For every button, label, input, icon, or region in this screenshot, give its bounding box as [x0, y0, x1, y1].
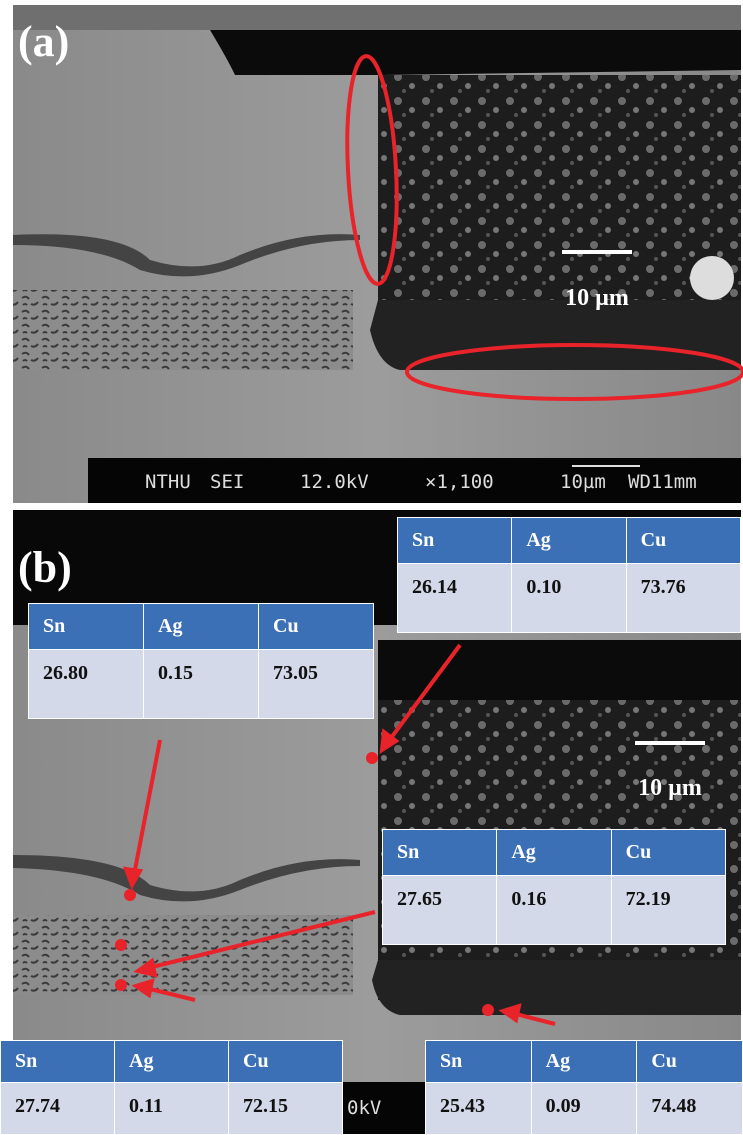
value-cell: 27.65: [383, 876, 497, 945]
header-cell: Cu: [637, 1041, 743, 1083]
header-cell: Sn: [426, 1041, 532, 1083]
header-cell: Ag: [497, 830, 611, 876]
value-cell: 26.80: [29, 650, 144, 719]
value-cell: 25.43: [426, 1083, 532, 1135]
header-cell: Cu: [626, 518, 740, 564]
header-cell: Ag: [115, 1041, 229, 1083]
info-text: WD11mm: [628, 471, 697, 493]
value-cell: 74.48: [637, 1083, 743, 1135]
header-cell: Sn: [398, 518, 512, 564]
value-cell: 72.15: [229, 1083, 343, 1135]
value-cell: 0.10: [512, 564, 626, 633]
info-text: 10µm: [560, 471, 606, 493]
value-cell: 0.16: [497, 876, 611, 945]
info-text: 12.0kV: [300, 471, 369, 493]
header-cell: Ag: [531, 1041, 637, 1083]
header-cell: Cu: [229, 1041, 343, 1083]
value-cell: 0.15: [144, 650, 259, 719]
header-cell: Cu: [611, 830, 725, 876]
header-cell: Ag: [144, 604, 259, 650]
value-cell: 26.14: [398, 564, 512, 633]
panel-label: (b): [18, 543, 72, 592]
value-cell: 73.05: [259, 650, 374, 719]
header-cell: Sn: [29, 604, 144, 650]
value-cell: 73.76: [626, 564, 740, 633]
value-cell: 0.09: [531, 1083, 637, 1135]
header-cell: Sn: [1, 1041, 115, 1083]
scale-bar-label: 10 µm: [565, 285, 629, 311]
panel-label: (a): [18, 17, 69, 66]
info-text: NTHU: [145, 471, 191, 493]
page: (a) 10 µm NTHU SEI 12.0kV ×1,100 10µm WD…: [0, 0, 743, 1134]
value-cell: 27.74: [1, 1083, 115, 1135]
header-cell: Cu: [259, 604, 374, 650]
value-cell: 0.11: [115, 1083, 229, 1135]
panel-a-image: [13, 5, 743, 503]
info-text: SEI: [210, 471, 244, 493]
value-cell: 72.19: [611, 876, 725, 945]
header-cell: Ag: [512, 518, 626, 564]
info-text: 0kV: [347, 1097, 381, 1119]
info-text: ×1,100: [425, 471, 494, 493]
header-cell: Sn: [383, 830, 497, 876]
scale-bar-label: 10 µm: [638, 775, 702, 801]
